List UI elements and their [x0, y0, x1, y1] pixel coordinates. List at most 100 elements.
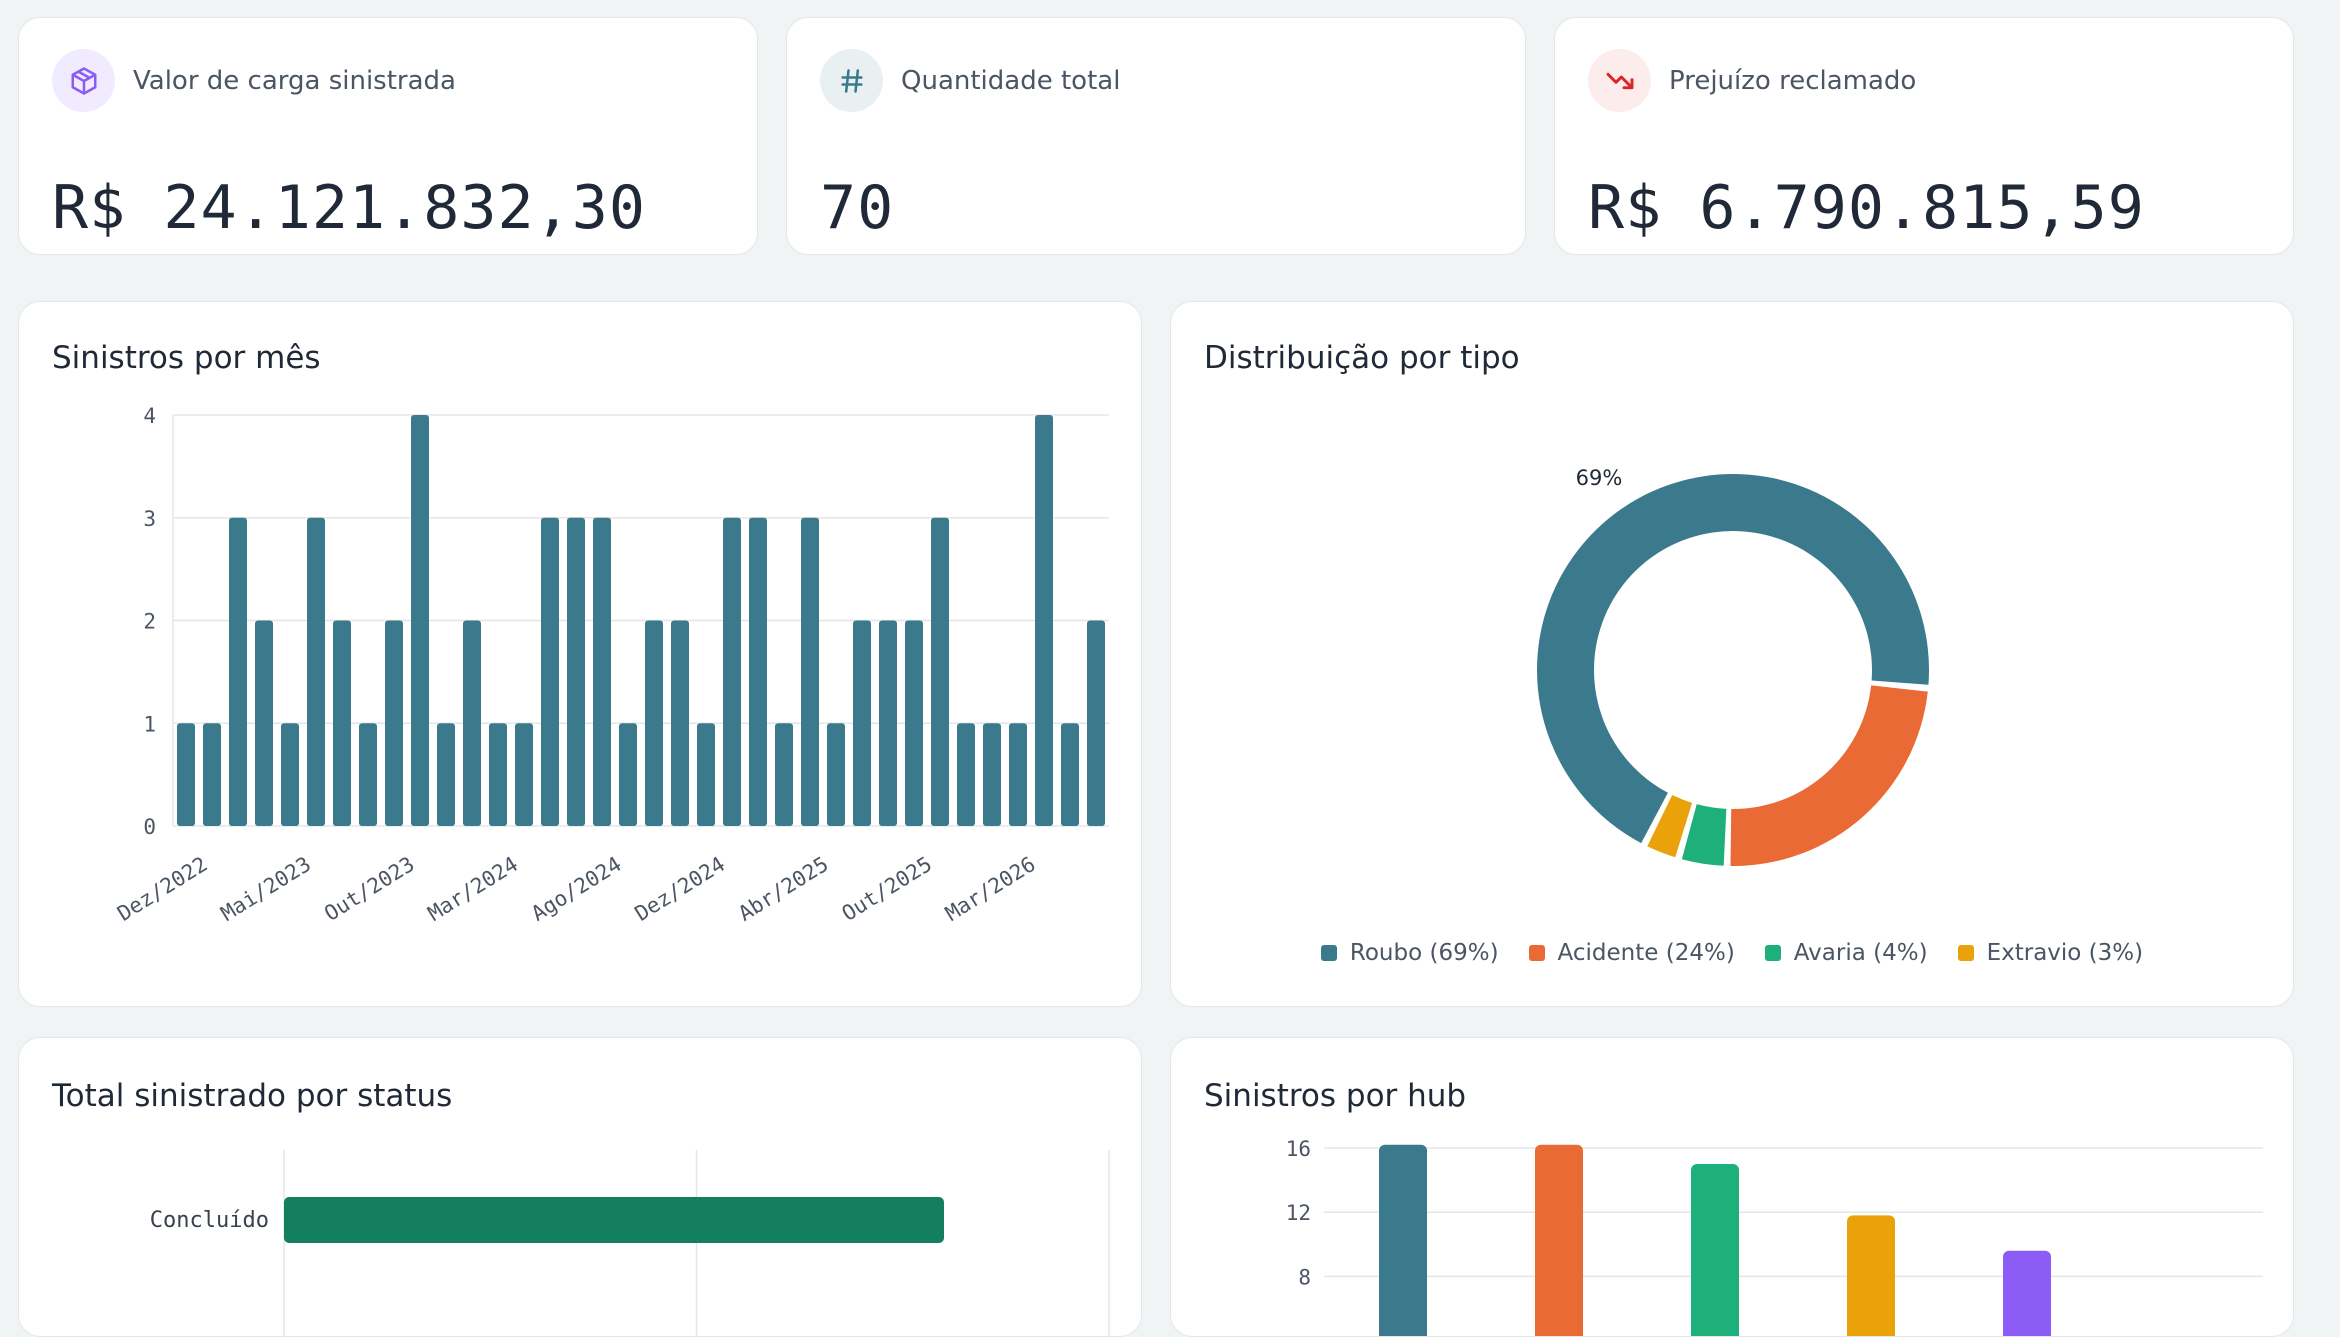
- legend-item[interactable]: Avaria (4%): [1764, 940, 1928, 966]
- chart-title: Sinistros por mês: [52, 340, 321, 376]
- y-tick-label: 3: [143, 507, 156, 531]
- donut-slice: [1681, 804, 1727, 866]
- legend-item[interactable]: Acidente (24%): [1528, 940, 1735, 966]
- kpi-value: 70: [820, 173, 895, 243]
- package-icon: [52, 49, 115, 112]
- kpi-card-total-quantity: Quantidade total 70: [786, 17, 1526, 255]
- bar: [255, 620, 273, 826]
- bar: [775, 723, 793, 826]
- bar: [1691, 1164, 1739, 1336]
- bar: [515, 723, 533, 826]
- bar: [359, 723, 377, 826]
- y-tick-label: 4: [143, 404, 156, 428]
- bar: [853, 620, 871, 826]
- bar: [619, 723, 637, 826]
- legend-item[interactable]: Extravio (3%): [1957, 940, 2144, 966]
- y-tick-label: 16: [1286, 1137, 1311, 1161]
- bar: [957, 723, 975, 826]
- bar: [983, 723, 1001, 826]
- kpi-label: Valor de carga sinistrada: [133, 65, 456, 96]
- bar: [905, 620, 923, 826]
- x-tick-label: Out/2023: [320, 852, 419, 926]
- legend-swatch: [1320, 945, 1337, 961]
- donut-slice: [1537, 473, 1929, 844]
- kpi-card-claimed-loss: Prejuízo reclamado R$ 6.790.815,59: [1554, 17, 2294, 255]
- bar: [177, 723, 195, 826]
- hash-icon: [820, 49, 883, 112]
- y-tick-label: 8: [1298, 1265, 1311, 1289]
- hub-bar-chart: 8 12 16: [1286, 1137, 2263, 1336]
- bar: [1087, 620, 1105, 826]
- bar: [489, 723, 507, 826]
- kpi-value: R$ 24.121.832,30: [52, 173, 646, 243]
- donut-slice: [1730, 685, 1928, 866]
- distribution-chart-card: Distribuição por tipo 69% Roubo (69%) Aci…: [1170, 301, 2294, 1007]
- monthly-chart-card: Sinistros por mês 0 1 2 3 4 Dez/2022 Mai/2023 O…: [18, 301, 1142, 1007]
- monthly-bar-chart: 0 1 2 3 4 Dez/2022 Mai/2023 Out/2023 Mar/2024 Ago…: [113, 404, 1109, 926]
- bar: [749, 517, 767, 826]
- kpi-label: Quantidade total: [901, 65, 1121, 96]
- donut-slice: [1647, 795, 1693, 858]
- bar: [385, 620, 403, 826]
- hub-chart-card: Sinistros por hub 8 12 16: [1170, 1037, 2294, 1337]
- x-tick-label: Mar/2026: [941, 852, 1040, 926]
- bar: [827, 723, 845, 826]
- legend-label: Roubo (69%): [1349, 940, 1499, 966]
- bar: [333, 620, 351, 826]
- status-bar-chart: Concluído: [150, 1150, 1110, 1336]
- bar: [801, 517, 819, 826]
- distribution-donut-chart: 69%: [1537, 466, 1929, 866]
- bar: [284, 1197, 944, 1243]
- bar: [645, 620, 663, 826]
- chart-title: Distribuição por tipo: [1204, 340, 1520, 376]
- legend-swatch: [1528, 945, 1545, 961]
- chart-title: Sinistros por hub: [1204, 1078, 1467, 1114]
- legend-label: Acidente (24%): [1557, 940, 1735, 966]
- legend-label: Extravio (3%): [1986, 940, 2144, 966]
- x-tick-label: Out/2025: [838, 852, 937, 926]
- bar: [541, 517, 559, 826]
- bar: [463, 620, 481, 826]
- y-tick-label: 1: [143, 712, 156, 736]
- kpi-label: Prejuízo reclamado: [1669, 65, 1917, 96]
- bar: [1061, 723, 1079, 826]
- bar: [2003, 1250, 2051, 1336]
- bar: [723, 517, 741, 826]
- y-tick-label: Concluído: [150, 1208, 269, 1233]
- bar: [411, 415, 429, 826]
- bar: [1379, 1144, 1427, 1336]
- legend-item[interactable]: Roubo (69%): [1320, 940, 1499, 966]
- bar: [1535, 1144, 1583, 1336]
- bar: [697, 723, 715, 826]
- bar: [281, 723, 299, 826]
- bar: [307, 517, 325, 826]
- chart-legend: Roubo (69%) Acidente (24%) Avaria (4%) Extr…: [1171, 940, 2293, 966]
- chart-title: Total sinistrado por status: [52, 1078, 453, 1114]
- legend-label: Avaria (4%): [1793, 940, 1928, 966]
- x-tick-label: Dez/2024: [631, 852, 730, 926]
- y-tick-label: 2: [143, 610, 156, 634]
- bar: [931, 517, 949, 826]
- bar: [1847, 1215, 1895, 1336]
- y-tick-label: 0: [143, 815, 156, 839]
- bar: [1009, 723, 1027, 826]
- bar: [437, 723, 455, 826]
- x-tick-label: Abr/2025: [734, 852, 833, 926]
- legend-swatch: [1957, 945, 1974, 961]
- trending-down-icon: [1588, 49, 1651, 112]
- x-tick-label: Mai/2023: [217, 852, 316, 926]
- bar: [567, 517, 585, 826]
- x-tick-label: Ago/2024: [527, 852, 626, 926]
- x-tick-label: Dez/2022: [113, 852, 212, 926]
- status-chart-card: Total sinistrado por status Concluído: [18, 1037, 1142, 1337]
- kpi-card-cargo-value: Valor de carga sinistrada R$ 24.121.832,…: [18, 17, 758, 255]
- bar: [229, 517, 247, 826]
- legend-swatch: [1764, 945, 1781, 961]
- bar: [671, 620, 689, 826]
- kpi-value: R$ 6.790.815,59: [1588, 173, 2145, 243]
- data-label: 69%: [1576, 466, 1623, 490]
- bar: [879, 620, 897, 826]
- x-tick-label: Mar/2024: [424, 852, 523, 926]
- y-tick-label: 12: [1286, 1201, 1311, 1225]
- bar: [203, 723, 221, 826]
